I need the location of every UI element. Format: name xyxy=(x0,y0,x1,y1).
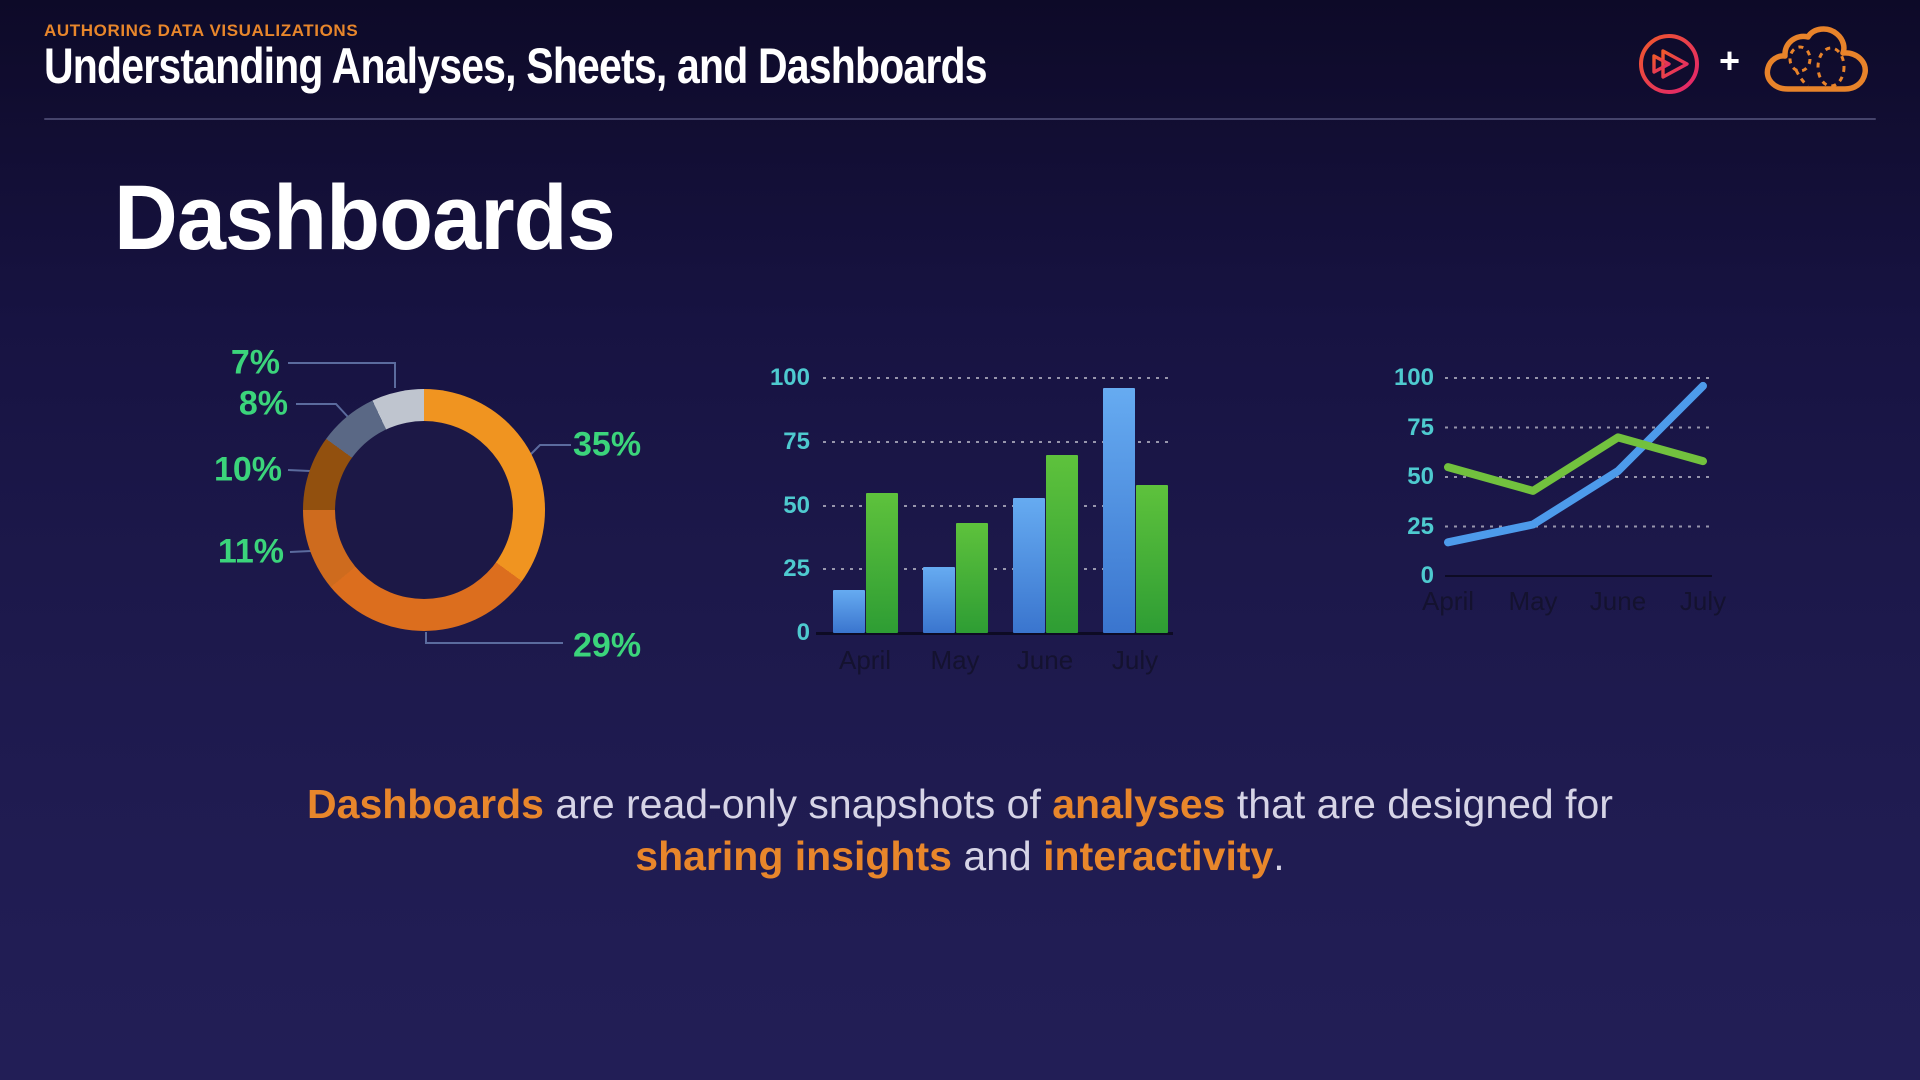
caption-line-1: Dashboards are read-only snapshots of an… xyxy=(0,778,1920,830)
y-axis-tick: 25 xyxy=(783,555,810,583)
x-axis-label: July xyxy=(1679,586,1727,616)
gridline xyxy=(823,377,1173,379)
x-axis-label: April xyxy=(1421,586,1475,616)
caption-emphasis: sharing insights xyxy=(635,833,952,879)
page-title: Understanding Analyses, Sheets, and Dash… xyxy=(44,38,988,94)
donut-slice-label: 35% xyxy=(573,425,642,464)
donut-leader-line xyxy=(287,469,311,472)
donut-slice-label: 11% xyxy=(217,532,284,571)
blue-line-series xyxy=(1444,381,1707,547)
y-axis-tick: 0 xyxy=(796,619,810,646)
y-axis-tick: 75 xyxy=(1407,413,1434,441)
line-chart-plot xyxy=(1444,377,1712,577)
blue-bar-april xyxy=(833,589,865,633)
y-axis-tick: 25 xyxy=(1407,512,1434,540)
x-axis-label: April xyxy=(838,645,892,675)
line-chart: 0 25 50 75 100 April May June July xyxy=(1394,360,1740,630)
x-axis-label: June xyxy=(1589,586,1647,616)
y-axis-tick: 50 xyxy=(1407,463,1434,490)
donut-ring xyxy=(303,389,545,631)
bar-chart: 0 25 50 75 100 April May June July xyxy=(770,360,1200,680)
eyebrow-label: AUTHORING DATA VISUALIZATIONS xyxy=(44,21,359,40)
x-axis-label: June xyxy=(1016,645,1074,675)
x-axis-label: May xyxy=(930,645,980,675)
green-bar-april xyxy=(866,492,898,633)
blue-bar-june xyxy=(1013,497,1045,633)
x-axis-label: May xyxy=(1508,586,1558,616)
caption-text: and xyxy=(951,833,1044,879)
caption-text: that are designed for xyxy=(1225,781,1613,827)
x-axis-label: July xyxy=(1111,645,1159,675)
plus-sign: + xyxy=(1718,40,1740,81)
caption-emphasis: Dashboards xyxy=(307,781,544,827)
green-line-series xyxy=(1444,433,1707,495)
blue-bar-may xyxy=(923,566,955,633)
caption-text: . xyxy=(1273,833,1285,879)
green-bar-may xyxy=(956,523,988,633)
donut-slice-label: 10% xyxy=(213,450,282,489)
caption-text: are read-only snapshots of xyxy=(543,781,1053,827)
gridline xyxy=(823,440,1173,443)
aws-cloud-icon xyxy=(1764,26,1868,92)
slide-heading: Dashboards xyxy=(114,167,616,269)
caption: Dashboards are read-only snapshots of an… xyxy=(0,778,1920,882)
donut-slice-label: 7% xyxy=(230,343,280,382)
green-bar-june xyxy=(1046,454,1078,633)
gridline xyxy=(823,504,1173,507)
y-axis-tick: 100 xyxy=(1393,364,1434,391)
donut-slice-label: 29% xyxy=(573,626,642,665)
donut-leader-line xyxy=(289,550,312,553)
y-axis-tick: 0 xyxy=(1420,562,1434,589)
y-axis-tick: 100 xyxy=(769,364,810,391)
pluralsight-logo-icon xyxy=(1638,34,1699,94)
y-axis-tick: 50 xyxy=(783,491,810,519)
header-logos: + xyxy=(1637,26,1878,102)
caption-emphasis: analyses xyxy=(1052,781,1226,827)
donut-slice-label: 8% xyxy=(238,384,288,423)
caption-emphasis: interactivity xyxy=(1043,833,1274,879)
green-bar-july xyxy=(1136,485,1168,633)
caption-line-2: sharing insights and interactivity. xyxy=(0,830,1920,882)
donut-chart: 35% 29% 11% 10% 8% 7% xyxy=(170,330,730,710)
donut-leader-lines xyxy=(287,362,571,644)
header-divider xyxy=(44,118,1876,120)
blue-bar-july xyxy=(1103,388,1135,633)
donut-leader-line xyxy=(526,444,571,459)
y-axis-tick: 75 xyxy=(783,427,810,455)
donut-leader-line xyxy=(296,403,349,418)
gridline xyxy=(823,568,1173,571)
donut-leader-line xyxy=(425,632,563,644)
donut-leader-line xyxy=(288,362,396,388)
x-axis-line xyxy=(816,632,1173,635)
